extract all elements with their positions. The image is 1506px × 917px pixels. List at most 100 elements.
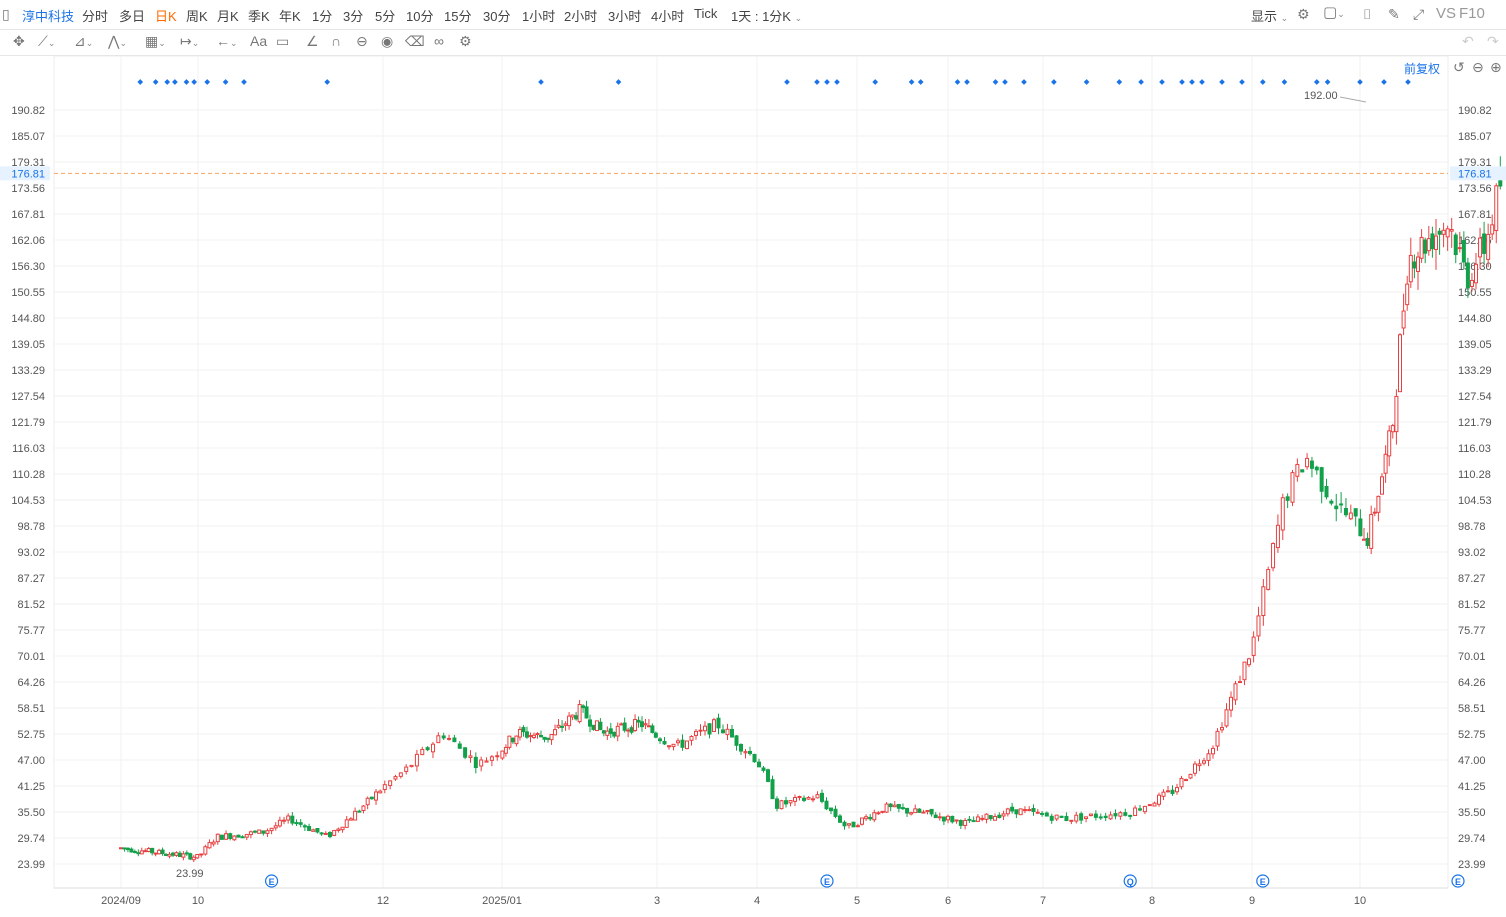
kline-chart[interactable]: 190.82 190.82 185.07 185.07 179.31 179.31 173.…	[0, 55, 1506, 912]
dividend-marker[interactable]	[324, 79, 331, 85]
dividend-marker[interactable]	[1083, 79, 1090, 85]
dividend-marker[interactable]	[137, 79, 144, 85]
dividend-marker[interactable]	[1002, 79, 1008, 85]
candle-body	[1040, 812, 1045, 815]
measure-icon[interactable]: ↦⌄	[180, 33, 200, 49]
dividend-marker[interactable]	[615, 79, 622, 85]
dividend-marker[interactable]	[1116, 79, 1123, 85]
undo-icon[interactable]: ↶	[1462, 33, 1474, 49]
period-tab-0[interactable]: 分时	[82, 9, 109, 24]
dividend-marker[interactable]	[538, 79, 544, 85]
settings-icon[interactable]: ⚙	[1297, 6, 1310, 22]
dividend-marker[interactable]	[1357, 79, 1363, 85]
dividend-marker[interactable]	[1259, 79, 1266, 85]
stock-name[interactable]: 淳中科技	[22, 9, 75, 24]
line-icon[interactable]: ⟋⌄	[38, 33, 56, 49]
dividend-marker[interactable]	[824, 79, 830, 85]
period-tab-14[interactable]: 2小时	[564, 9, 598, 24]
redo-icon[interactable]: ↷	[1487, 33, 1499, 49]
custom-period-select[interactable]: 1天 : 1分K ⌄	[731, 6, 802, 25]
sidebar-toggle-icon[interactable]: ▯	[2, 6, 10, 22]
dividend-marker[interactable]	[814, 79, 820, 85]
period-tab-16[interactable]: 4小时	[651, 9, 685, 24]
dividend-marker[interactable]	[1159, 79, 1165, 85]
trash-icon[interactable]: ⌫	[405, 33, 425, 49]
reset-icon[interactable]: ↺	[1453, 59, 1465, 75]
pencil-icon[interactable]: ✎	[1388, 6, 1400, 22]
dividend-marker[interactable]	[191, 79, 197, 85]
event-marker-icon[interactable]	[265, 874, 279, 888]
dividend-marker[interactable]	[1021, 79, 1027, 85]
dividend-marker[interactable]	[1199, 79, 1205, 85]
period-tab-15[interactable]: 3小时	[608, 9, 642, 24]
eye-toggle-icon[interactable]: ⊖	[356, 33, 368, 49]
period-tab-1[interactable]: 多日	[119, 9, 146, 24]
f10-button[interactable]: F10	[1459, 5, 1485, 22]
arrow-icon[interactable]: ←⌄	[216, 33, 238, 49]
move-icon[interactable]: ✥	[13, 33, 25, 49]
dividend-marker[interactable]	[1313, 79, 1320, 85]
dividend-marker[interactable]	[992, 79, 999, 85]
text-icon[interactable]: Aa	[250, 33, 268, 49]
dividend-marker[interactable]	[784, 79, 790, 85]
dividend-marker[interactable]	[1405, 79, 1411, 85]
event-marker-icon[interactable]	[1256, 874, 1270, 888]
period-tab-7[interactable]: 1分	[312, 9, 333, 24]
period-tab-9[interactable]: 5分	[375, 9, 396, 24]
dividend-marker[interactable]	[908, 79, 915, 85]
period-tab-12[interactable]: 30分	[483, 9, 511, 24]
dividend-marker[interactable]	[1179, 79, 1185, 85]
period-tab-13[interactable]: 1小时	[522, 9, 556, 24]
layout-icon[interactable]: ▢⌄	[1323, 4, 1345, 21]
event-marker-icon[interactable]	[1123, 874, 1137, 888]
compare-icon[interactable]: ∞	[434, 33, 444, 49]
dividend-marker[interactable]	[872, 79, 879, 85]
camera-icon[interactable]: ⌷	[1363, 6, 1372, 22]
period-tab-3[interactable]: 周K	[186, 9, 208, 24]
vs-button[interactable]: VS	[1436, 5, 1457, 22]
dividend-marker[interactable]	[183, 79, 190, 85]
dividend-marker[interactable]	[164, 79, 171, 85]
dividend-marker[interactable]	[1381, 79, 1387, 85]
dividend-marker[interactable]	[1189, 79, 1195, 85]
magnet-icon[interactable]: ∩	[331, 33, 342, 49]
dividend-marker[interactable]	[241, 79, 247, 85]
dividend-marker[interactable]	[1324, 79, 1331, 85]
dividend-marker[interactable]	[834, 79, 840, 85]
note-icon[interactable]: ▭	[276, 33, 290, 49]
period-tab-10[interactable]: 10分	[406, 9, 434, 24]
period-tab-17[interactable]: Tick	[694, 6, 718, 21]
event-marker-icon[interactable]	[1451, 874, 1465, 888]
period-tab-5[interactable]: 季K	[248, 9, 270, 24]
zoom-out-icon[interactable]: ⊖	[1472, 59, 1484, 75]
chart-svg[interactable]: 190.82 190.82 185.07 185.07 179.31 179.31 173.…	[0, 55, 1506, 912]
fullscreen-icon[interactable]: ⤢	[1413, 6, 1425, 22]
period-tab-2[interactable]: 日K	[155, 9, 177, 24]
visibility-icon[interactable]: ◉	[381, 33, 394, 49]
period-tab-6[interactable]: 年K	[279, 9, 301, 24]
dividend-marker[interactable]	[964, 79, 970, 85]
display-dropdown[interactable]: 显示 ⌄	[1251, 6, 1288, 25]
dividend-marker[interactable]	[1281, 79, 1288, 85]
dividend-marker[interactable]	[1239, 79, 1245, 85]
period-tab-11[interactable]: 15分	[444, 9, 472, 24]
dividend-marker[interactable]	[1219, 79, 1225, 85]
dividend-marker[interactable]	[172, 79, 178, 85]
dividend-marker[interactable]	[204, 79, 211, 85]
dividend-marker[interactable]	[917, 79, 924, 85]
wave-icon[interactable]: ⋀⌄	[108, 33, 128, 49]
chart-settings-icon[interactable]: ⚙	[459, 33, 472, 49]
adjustment-mode[interactable]: 前复权	[1404, 62, 1441, 76]
channel-icon[interactable]: ⊿⌄	[74, 33, 94, 49]
dividend-marker[interactable]	[1051, 79, 1057, 85]
dividend-marker[interactable]	[954, 79, 961, 85]
period-tab-4[interactable]: 月K	[217, 9, 239, 24]
fib-icon[interactable]: ▦⌄	[145, 33, 166, 49]
dividend-marker[interactable]	[1138, 79, 1144, 85]
angle-icon[interactable]: ∠	[306, 33, 319, 49]
dividend-marker[interactable]	[152, 79, 159, 85]
event-marker-icon[interactable]	[820, 874, 834, 888]
zoom-in-icon[interactable]: ⊕	[1490, 59, 1502, 75]
period-tab-8[interactable]: 3分	[343, 9, 364, 24]
dividend-marker[interactable]	[222, 79, 229, 85]
